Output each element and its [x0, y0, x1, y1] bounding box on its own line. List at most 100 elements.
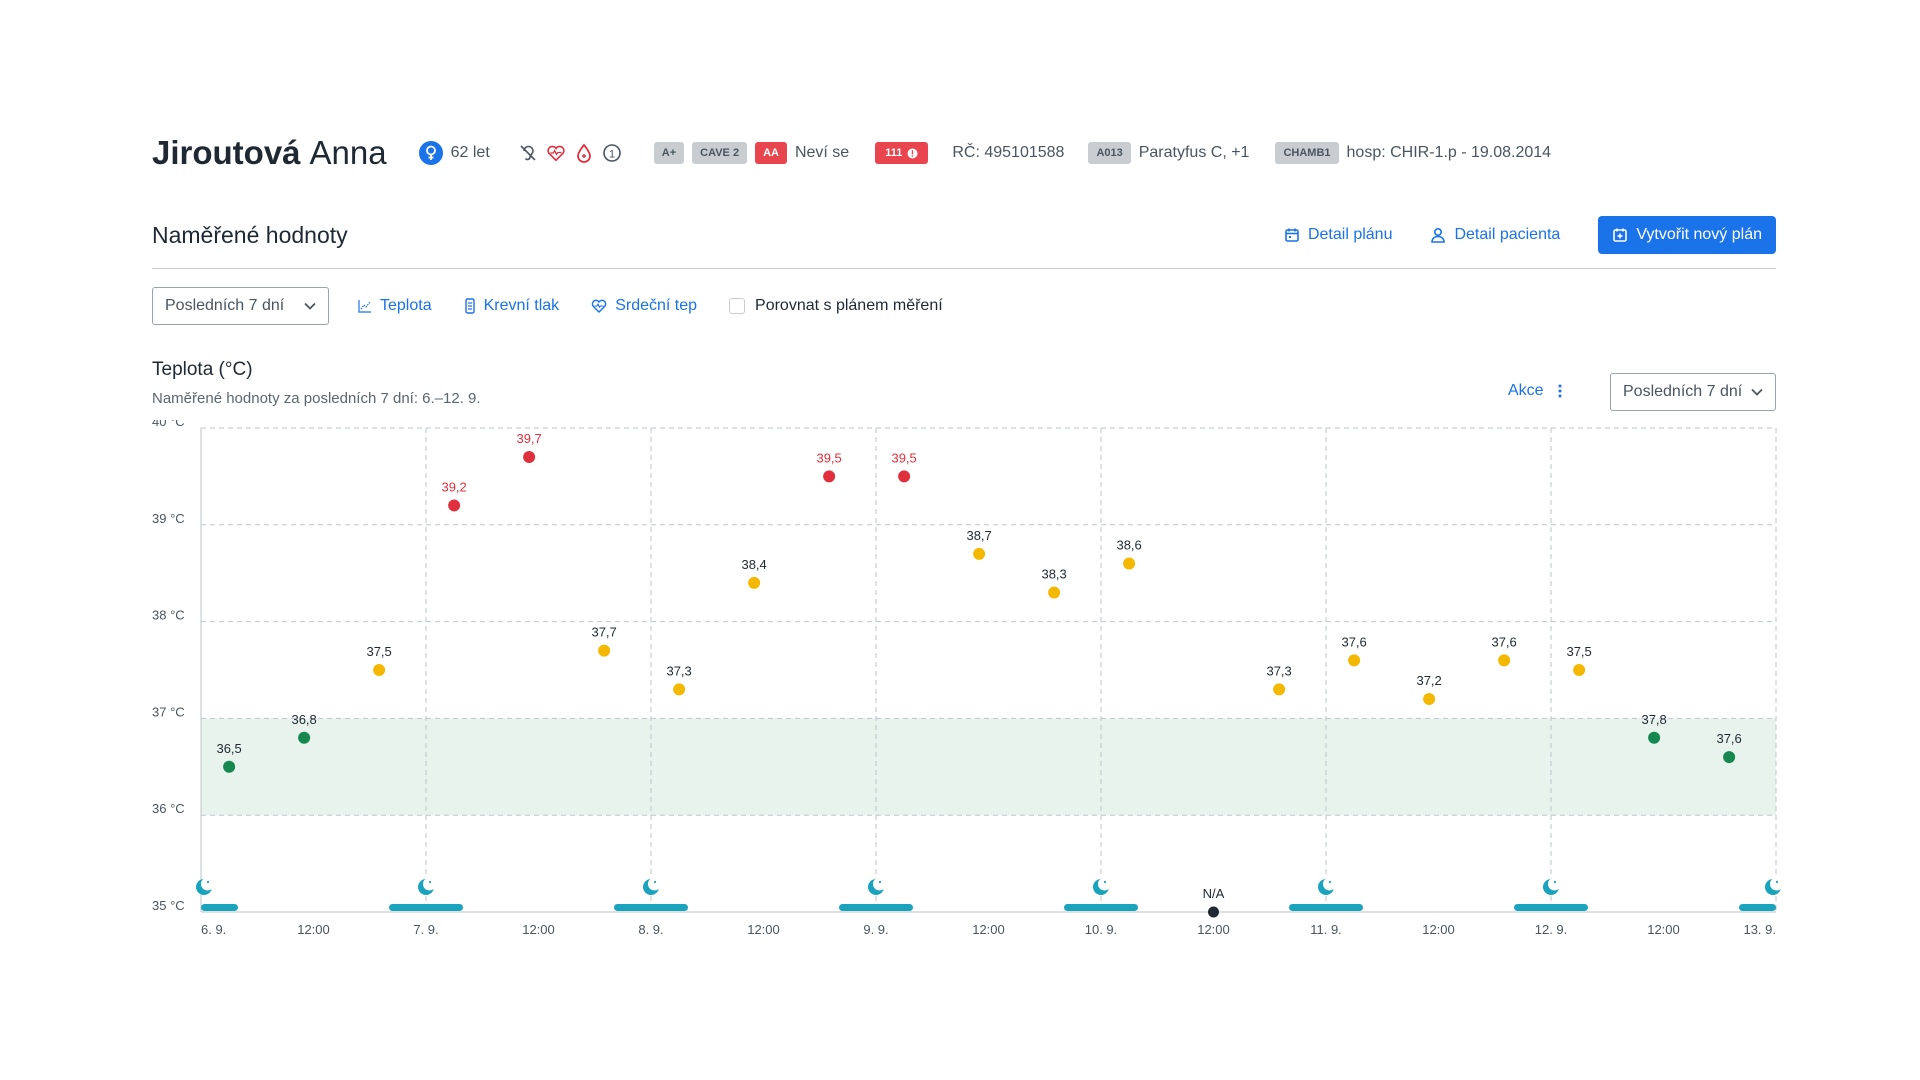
- sleep-period-bar: [1514, 904, 1588, 911]
- heart-icon[interactable]: [546, 143, 566, 163]
- code-badge[interactable]: 111: [875, 142, 929, 164]
- data-label: 39,5: [816, 450, 841, 465]
- data-label: N/A: [1203, 886, 1225, 901]
- data-label: 36,8: [291, 712, 316, 727]
- data-point: [1123, 557, 1136, 570]
- x-tick-label: 11. 9.: [1310, 922, 1342, 937]
- svg-text:1: 1: [609, 149, 615, 161]
- data-point: [898, 470, 911, 483]
- sleep-period-bar: [201, 904, 238, 911]
- sleep-period-bar: [614, 904, 688, 911]
- data-label: 37,5: [366, 644, 391, 659]
- data-point: [1273, 683, 1286, 696]
- data-label: 37,5: [1566, 644, 1591, 659]
- x-tick-label: 12:00: [297, 922, 330, 937]
- moon-icon: [643, 877, 661, 895]
- data-point: [1648, 731, 1661, 744]
- period-select[interactable]: Posledních 7 dní: [152, 287, 329, 325]
- data-point: [748, 576, 761, 589]
- filter-heart-rate-label: Srdeční tep: [615, 297, 698, 314]
- detail-plan-button[interactable]: Detail plánu: [1284, 226, 1393, 244]
- data-label: 38,7: [966, 528, 991, 543]
- x-tick-label: 10. 9.: [1085, 922, 1118, 937]
- moon-icon: [868, 877, 886, 895]
- chart-subtitle: Naměřené hodnoty za posledních 7 dní: 6.…: [152, 390, 481, 407]
- calendar-plus-icon: [1613, 228, 1628, 242]
- moon-icon: [1318, 877, 1336, 895]
- patient-first-name: Anna: [309, 134, 387, 171]
- diagnosis-text[interactable]: Paratyfus C, +1: [1138, 144, 1250, 161]
- alert-icons: 1: [518, 143, 622, 163]
- data-label: 37,3: [1266, 663, 1291, 678]
- normal-range-band: [201, 718, 1776, 816]
- filter-temperature-label: Teplota: [380, 297, 432, 314]
- x-tick-label: 12:00: [1647, 922, 1680, 937]
- compare-plan-checkbox[interactable]: Porovnat s plánem měření: [729, 297, 943, 315]
- alert-circle-icon: [907, 148, 918, 158]
- sleep-period-bar: [839, 904, 913, 911]
- detail-plan-label: Detail plánu: [1307, 226, 1393, 243]
- x-tick-label: 12. 9.: [1535, 922, 1568, 937]
- sleep-period-bar: [389, 904, 463, 911]
- compare-plan-checkbox-box[interactable]: [729, 298, 746, 314]
- data-point: [1348, 654, 1361, 667]
- filter-temperature[interactable]: Teplota: [358, 297, 432, 315]
- data-label: 38,3: [1041, 567, 1066, 582]
- data-label: 37,6: [1341, 634, 1366, 649]
- moon-icon: [196, 877, 214, 895]
- chart-period-select[interactable]: Posledních 7 dní: [1610, 373, 1776, 411]
- data-label: 36,5: [216, 741, 241, 756]
- y-tick-label: 38 °C: [152, 608, 185, 623]
- data-label: 37,3: [666, 663, 691, 678]
- section-divider: [152, 268, 1776, 269]
- metric-filters: Teplota Krevní tlak Srdeční tep Porovnat…: [358, 293, 943, 319]
- data-point: [823, 470, 836, 483]
- info-circle-icon[interactable]: 1: [602, 143, 622, 163]
- data-point: [1573, 664, 1586, 676]
- aa-badge[interactable]: AA: [755, 142, 787, 164]
- sleep-period-bar: [1739, 904, 1776, 911]
- chevron-down-icon: [304, 302, 316, 310]
- data-label: 37,6: [1491, 634, 1516, 649]
- moon-icon: [1543, 877, 1561, 895]
- chart-actions-button[interactable]: Akce: [1508, 382, 1562, 400]
- data-label: 37,7: [591, 625, 616, 640]
- department-badge: CHAMB1: [1275, 142, 1339, 164]
- temperature-chart: 35 °C 36 °C 37 °C 38 °C 39 °C 40 °C 6. 9. 12:00…: [152, 420, 1783, 937]
- data-point: [598, 644, 611, 657]
- patient-header: Jiroutová Anna 62 let 1 A+ CAVE 2 AA Nev…: [152, 128, 1551, 178]
- code-badge-label: 111: [885, 147, 903, 159]
- female-icon: [418, 141, 443, 165]
- detail-patient-label: Detail pacienta: [1454, 226, 1561, 243]
- data-point: [973, 547, 986, 560]
- y-tick-label: 35 °C: [152, 898, 185, 913]
- period-select-value: Posledních 7 dní: [165, 297, 285, 314]
- moon-icon: [1093, 877, 1111, 895]
- moon-icon: [418, 877, 436, 895]
- data-point: [1498, 654, 1511, 667]
- sleep-period-bar: [1289, 904, 1363, 911]
- hearing-impaired-icon[interactable]: [518, 143, 538, 163]
- patient-age: 62 let: [450, 144, 490, 161]
- data-label: 39,7: [516, 431, 541, 446]
- aa-status: Neví se: [794, 144, 850, 161]
- new-plan-button[interactable]: Vytvořit nový plán: [1598, 216, 1776, 254]
- x-tick-label: 12:00: [1197, 922, 1230, 937]
- blood-drop-icon[interactable]: [574, 143, 594, 163]
- data-point: [298, 731, 311, 744]
- compare-plan-label: Porovnat s plánem měření: [755, 297, 943, 314]
- filter-heart-rate[interactable]: Srdeční tep: [591, 297, 697, 315]
- filter-blood-pressure[interactable]: Krevní tlak: [464, 297, 559, 315]
- y-tick-label: 37 °C: [152, 704, 185, 719]
- detail-patient-button[interactable]: Detail pacienta: [1430, 226, 1560, 244]
- sleep-period-bar: [1064, 904, 1138, 911]
- x-tick-label: 6. 9.: [201, 922, 226, 937]
- heart-pulse-icon: [591, 299, 607, 313]
- cave-badge[interactable]: CAVE 2: [692, 142, 748, 164]
- data-point: [673, 683, 686, 696]
- new-plan-label: Vytvořit nový plán: [1636, 226, 1762, 243]
- hospitalization-info: hosp: CHIR-1.p - 19.08.2014: [1346, 144, 1552, 161]
- patient-last-name: Jiroutová: [152, 134, 301, 171]
- calendar-icon: [1285, 228, 1299, 242]
- data-point-missing: [1208, 906, 1219, 918]
